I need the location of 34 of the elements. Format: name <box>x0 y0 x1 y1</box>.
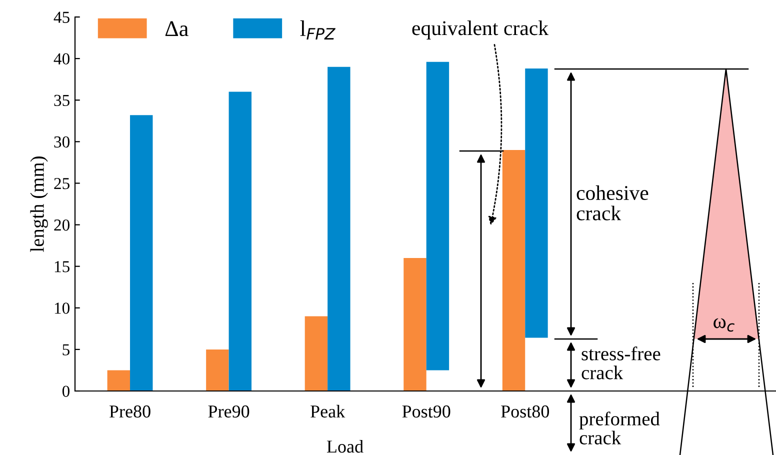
text: stress-free crack <box>582 346 660 380</box>
text: preformed crack <box>579 412 660 444</box>
x-tick-label: Pre90 <box>208 405 250 418</box>
bar <box>107 370 130 391</box>
y-tick-label: 35 <box>54 94 70 106</box>
x-tick-label: Peak <box>310 404 346 418</box>
legend-label: Δa <box>165 21 188 36</box>
bar <box>525 68 548 338</box>
y-tick-label: 10 <box>54 302 70 314</box>
x-axis-title: Load <box>326 440 364 453</box>
x-tick-label: Pre80 <box>109 405 150 418</box>
annotation: equivalent crack <box>412 20 549 40</box>
x-tick-label: Post90 <box>402 405 450 418</box>
bar <box>206 349 229 391</box>
text: ω$_{c}$ <box>714 318 734 332</box>
y-tick-label: 15 <box>54 261 70 272</box>
y-tick-label: 30 <box>54 136 70 148</box>
bar <box>328 66 350 391</box>
y-tick-label: 45 <box>54 12 70 23</box>
bar <box>130 115 153 391</box>
bar <box>404 258 426 391</box>
bar <box>502 150 526 391</box>
y-tick-label: 20 <box>54 219 70 231</box>
x-tick-label: Post80 <box>501 405 550 418</box>
y-tick-label: 25 <box>54 178 70 190</box>
y-axis-title: length (mm) <box>30 156 48 252</box>
y-tick-label: 5 <box>62 344 70 356</box>
bar <box>228 92 252 391</box>
legend-label: l$_{FPZ}$ <box>300 20 336 40</box>
bar <box>304 316 328 391</box>
text: cohesive crack <box>576 185 648 220</box>
y-tick-label: 40 <box>54 53 70 64</box>
y-tick-label: 0 <box>62 386 70 397</box>
bar <box>426 62 450 370</box>
